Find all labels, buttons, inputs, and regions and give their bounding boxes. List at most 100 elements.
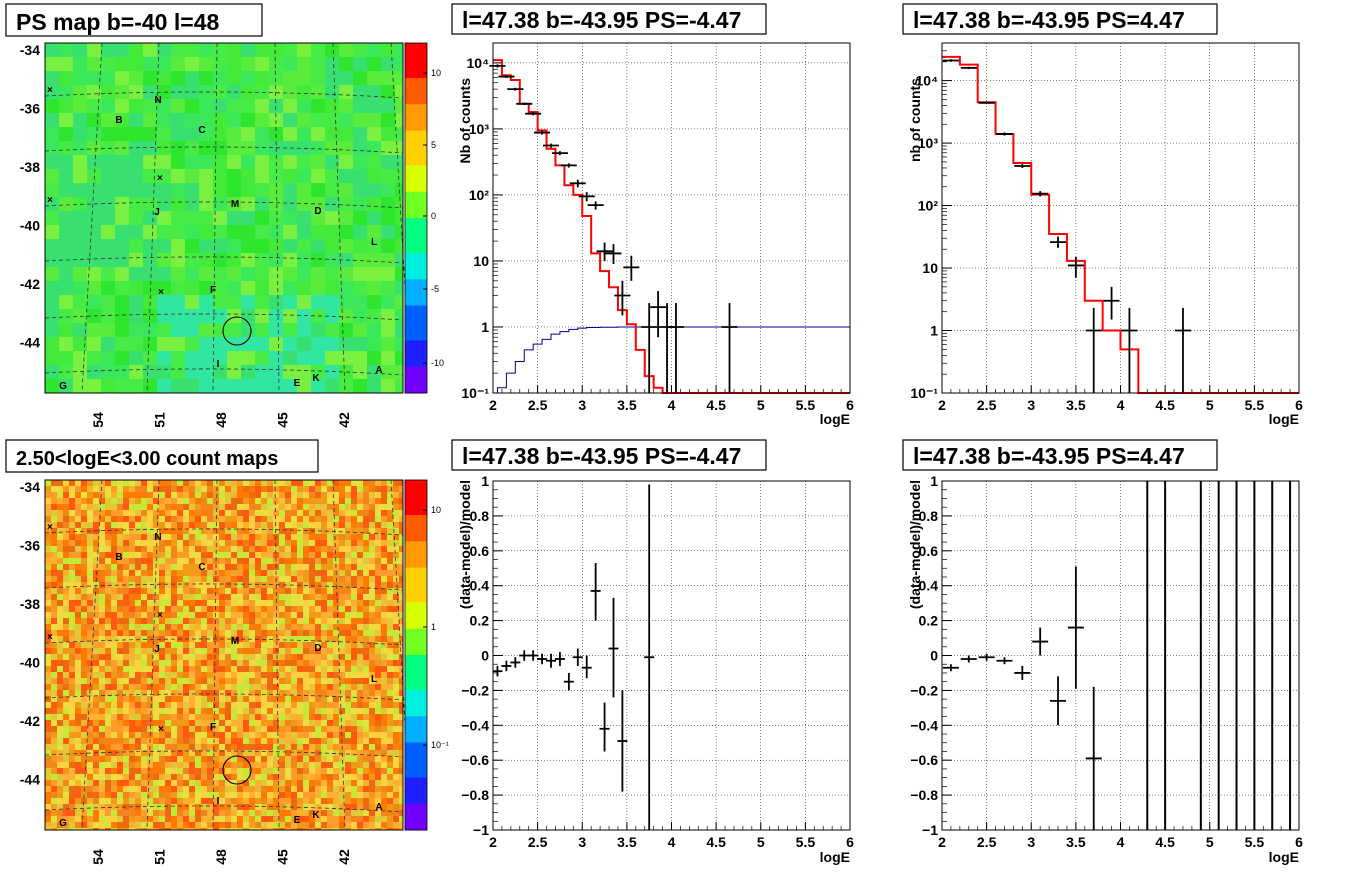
map-cell [45,768,51,774]
map-cell [189,708,195,714]
map-cell [165,672,171,678]
map-cell [141,792,147,798]
map-cell [327,516,333,522]
map-cell [339,804,345,810]
x-tick-label: 5 [757,834,765,850]
map-cell [333,696,339,702]
map-cell [57,708,63,714]
map-cell [57,618,63,624]
map-cell [123,564,129,570]
map-cell [237,594,243,600]
map-cell [159,522,165,528]
map-cell [165,714,171,720]
map-cell [201,504,207,510]
map-cell [315,642,321,648]
map-cell [213,690,219,696]
map-cell [381,636,387,642]
map-cell [143,183,157,197]
map-cell [261,630,267,636]
map-cell [45,492,51,498]
map-cell [291,678,297,684]
map-cell [195,582,201,588]
map-cell [285,738,291,744]
map-cell [273,816,279,822]
map-cell [395,337,403,351]
map-cell [183,492,189,498]
map-cell [183,570,189,576]
map-cell [267,600,273,606]
map-cell [207,624,213,630]
map-cell [303,552,309,558]
map-cell [363,540,369,546]
map-cell [105,552,111,558]
map-cell [87,576,93,582]
map-cell [273,606,279,612]
residual-neg-plot[interactable]: 2 2.5 3 3.5 4 4.5 5 5.5 610.80.60.40.20−0.2−0.4−… [461,473,854,850]
map-cell [159,504,165,510]
map-cell [63,540,69,546]
map-cell [327,636,333,642]
y-tick-label: −1 [473,822,489,838]
map-cell [105,750,111,756]
map-cell [199,197,213,211]
map-cell [141,672,147,678]
map-cell [311,239,325,253]
map-cell [157,169,171,183]
map-cell [325,169,339,183]
map-cell [87,155,101,169]
map-cell [279,774,285,780]
map-cell [213,714,219,720]
map-cell [171,624,177,630]
map-cell [309,606,315,612]
map-cell [199,155,213,169]
colorbar-segment [405,253,427,263]
map-cell [393,648,399,654]
map-cell [381,822,387,828]
map-cell [283,351,297,365]
map-cell [315,828,321,830]
map-cell [51,624,57,630]
map-cell [75,492,81,498]
map-cell [199,169,213,183]
map-cell [273,588,279,594]
map-cell [111,726,117,732]
map-cell [241,197,255,211]
map-cell [159,690,165,696]
map-cell [195,822,201,828]
map-cell [363,762,369,768]
map-cell [333,750,339,756]
map-cell [249,540,255,546]
map-cell [147,558,153,564]
map-cell [159,630,165,636]
map-cell [333,636,339,642]
map-cell [387,708,393,714]
map-cell [213,211,227,225]
map-cell [129,786,135,792]
map-cell [147,546,153,552]
map-cell [381,720,387,726]
map-cell [195,504,201,510]
map-cell [201,708,207,714]
map-cell [207,828,213,830]
map-cell [45,576,51,582]
map-cell [297,798,303,804]
map-cell [303,564,309,570]
map-cell [81,624,87,630]
map-cell [165,516,171,522]
map-cell [177,642,183,648]
map-cell [153,600,159,606]
x-tick-label: 5.5 [1245,834,1265,850]
map-cell [393,606,399,612]
map-cell [185,183,199,197]
map-cell [147,828,153,830]
map-cell [213,510,219,516]
map-cell [267,564,273,570]
x-tick-label: 4.5 [706,834,726,850]
map-cell [261,582,267,588]
map-cell [231,678,237,684]
map-cell [387,678,393,684]
residual-pos-plot[interactable]: 2 2.5 3 3.5 4 4.5 5 5.5 610.80.60.40.20−0.2−0.4−… [910,473,1303,850]
map-cell [353,281,367,295]
